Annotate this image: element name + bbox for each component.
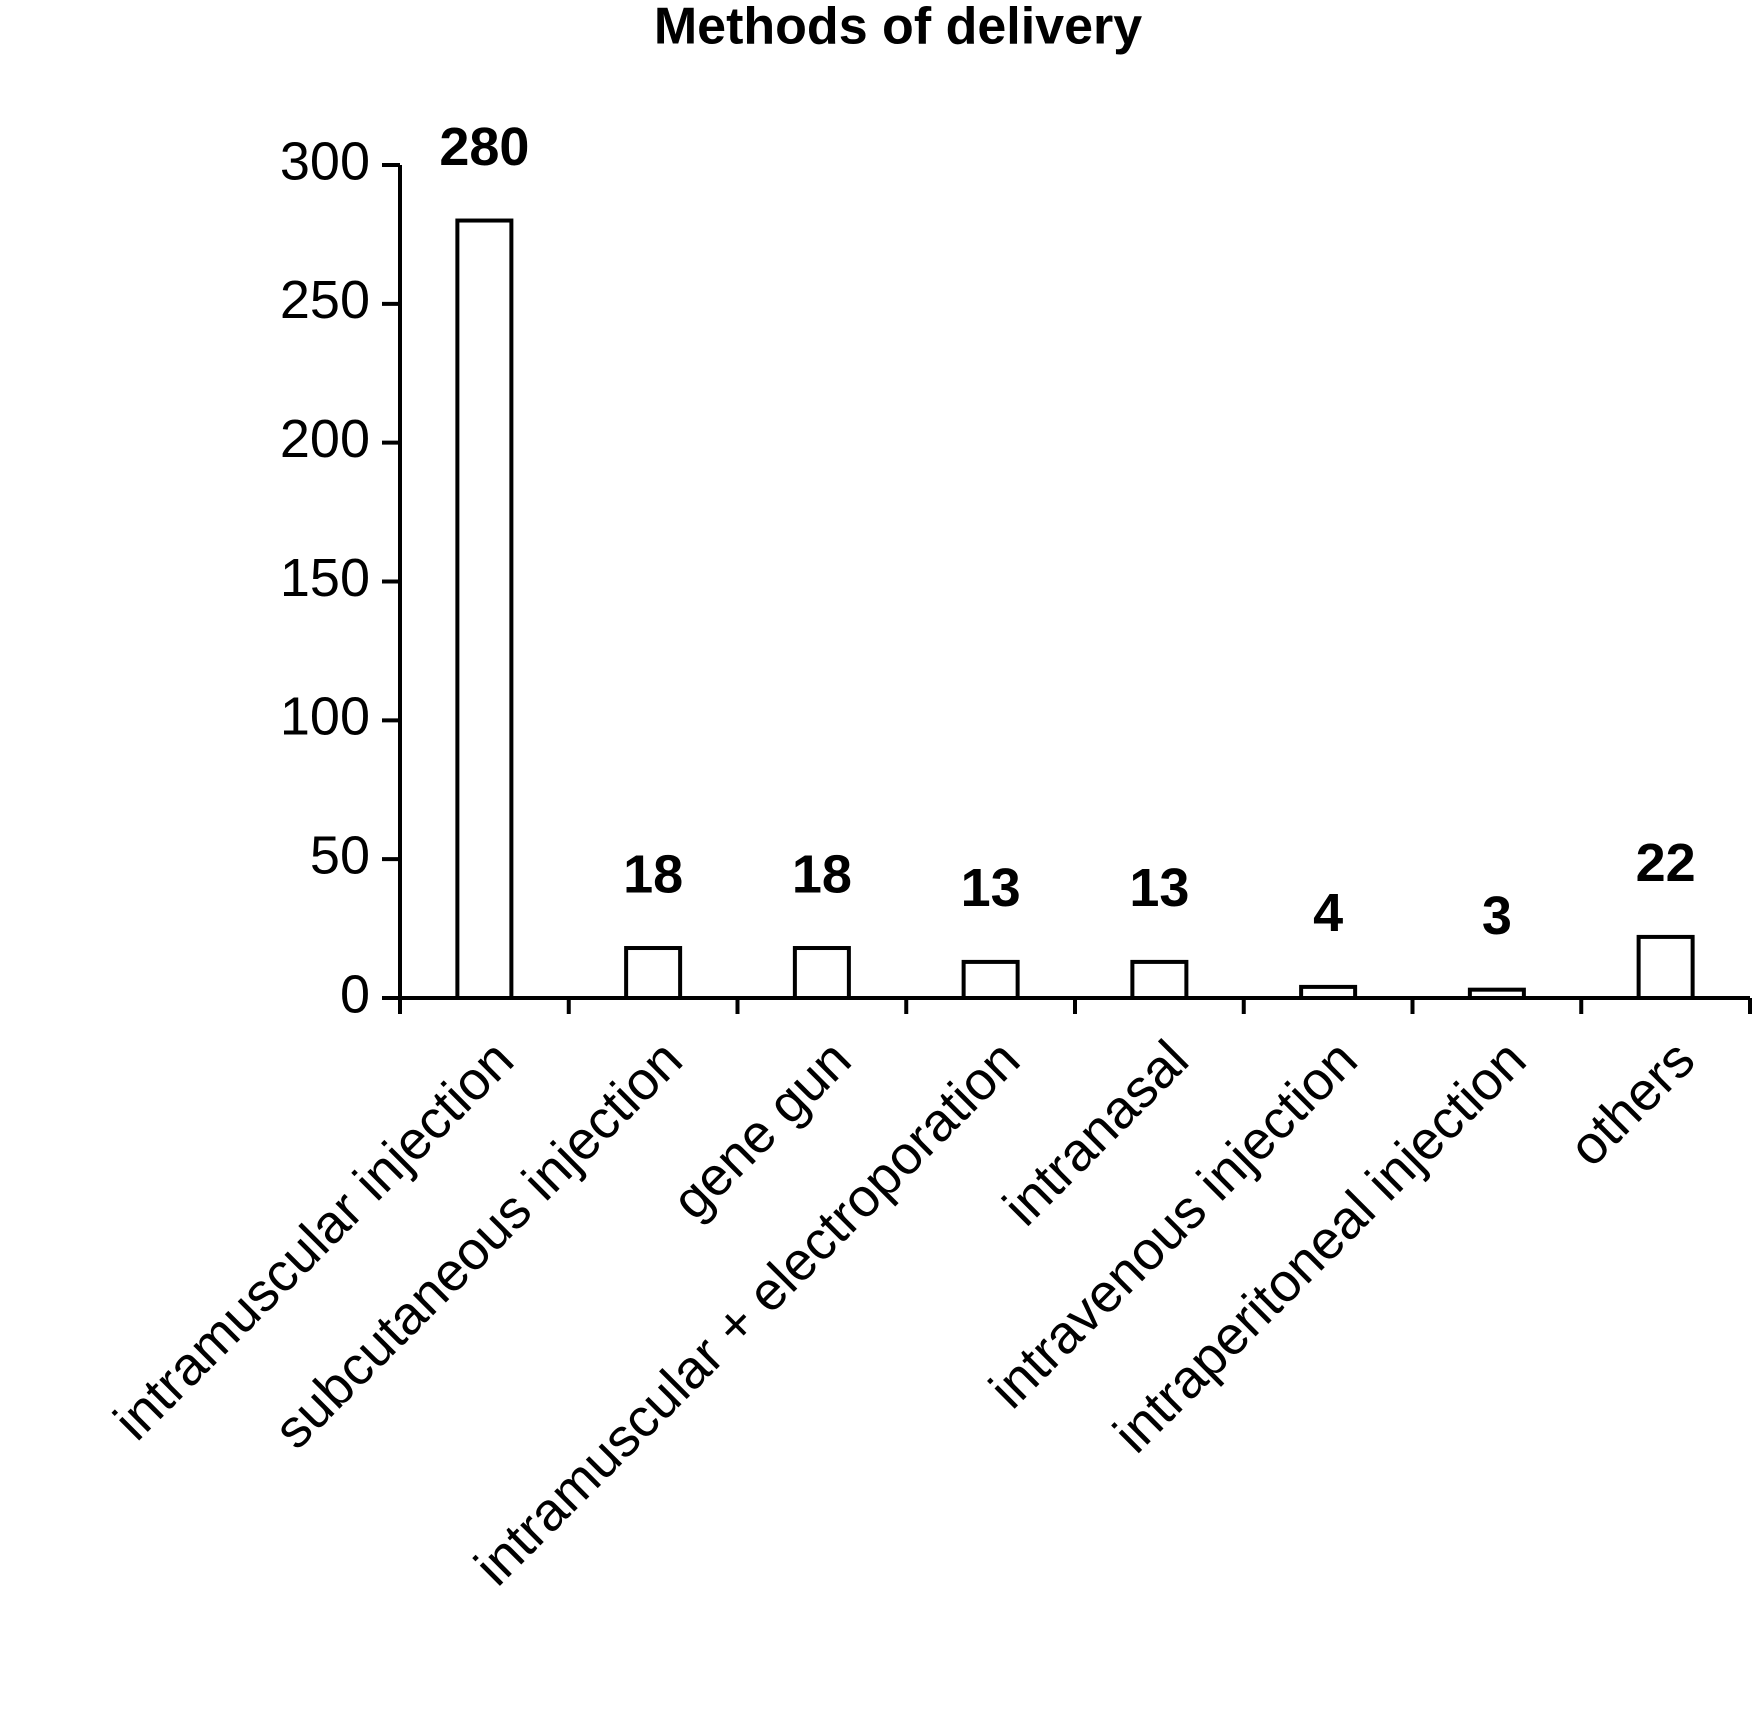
value-label: 18 (623, 844, 683, 904)
x-tick-label: others (1558, 1029, 1707, 1178)
value-label: 18 (792, 844, 852, 904)
y-tick-label: 150 (280, 548, 370, 608)
bar (1636, 934, 1695, 1000)
bar (792, 946, 851, 1001)
bar (961, 959, 1020, 1000)
bar (1130, 959, 1189, 1000)
value-label: 22 (1636, 833, 1696, 893)
y-tick-label: 200 (280, 409, 370, 469)
value-label: 280 (439, 117, 529, 177)
bar (1299, 984, 1358, 1000)
y-tick-label: 50 (310, 825, 370, 885)
value-label: 13 (1129, 858, 1189, 918)
value-label: 3 (1482, 886, 1512, 946)
bar (455, 218, 514, 1001)
value-label: 13 (961, 858, 1021, 918)
value-label: 4 (1313, 883, 1343, 943)
bar (624, 946, 683, 1001)
bar (1467, 987, 1526, 1000)
y-tick-label: 300 (280, 131, 370, 191)
y-tick-label: 250 (280, 270, 370, 330)
chart-title: Methods of delivery (654, 0, 1142, 56)
y-tick-label: 0 (340, 964, 370, 1024)
y-tick-label: 100 (280, 687, 370, 747)
